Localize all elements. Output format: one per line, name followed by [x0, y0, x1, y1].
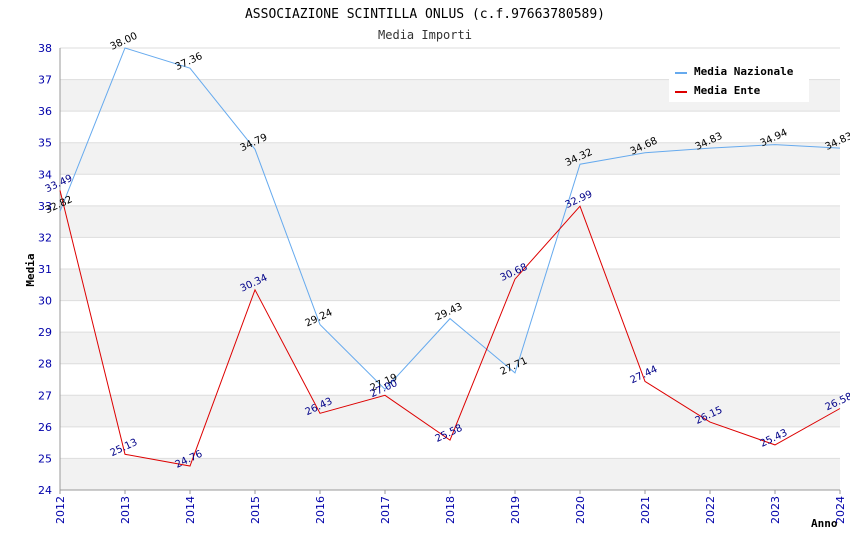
- grid-band: [60, 237, 840, 269]
- y-tick-label: 31: [38, 263, 52, 276]
- grid-bands: [60, 48, 840, 490]
- x-tick-label: 2018: [444, 496, 457, 524]
- y-tick-label: 25: [38, 452, 52, 465]
- x-tick-label: 2012: [54, 496, 67, 524]
- y-tick-label: 35: [38, 137, 52, 150]
- grid-lines: [60, 47, 840, 491]
- x-tick-label: 2013: [119, 496, 132, 524]
- legend-box: [669, 60, 809, 102]
- y-tick-label: 34: [38, 168, 52, 181]
- y-tick-labels: 24 25 26 27 28 29 30 31 32 33 34 35 36 37 38: [38, 42, 52, 497]
- x-tick-label: 2020: [574, 496, 587, 524]
- y-tick-label: 37: [38, 74, 52, 87]
- legend: Media Nazionale Media Ente: [669, 60, 809, 102]
- grid-band: [60, 300, 840, 333]
- legend-label-nazionale: Media Nazionale: [694, 65, 794, 78]
- x-tick-label: 2022: [704, 496, 717, 524]
- y-axis-label: Media: [24, 253, 37, 286]
- legend-label-ente: Media Ente: [694, 84, 761, 97]
- grid-band: [60, 205, 840, 238]
- grid-band: [60, 332, 840, 364]
- x-tick-label: 2023: [769, 496, 782, 524]
- y-tick-label: 36: [38, 105, 52, 118]
- chart-title: ASSOCIAZIONE SCINTILLA ONLUS (c.f.976637…: [245, 7, 605, 22]
- y-tick-label: 26: [38, 421, 52, 434]
- x-tick-label: 2016: [314, 496, 327, 524]
- x-tick-label: 2014: [184, 496, 197, 524]
- x-axis-label: Anno: [811, 517, 838, 530]
- grid-band: [60, 426, 840, 459]
- series-lines: [59, 47, 841, 467]
- grid-band: [60, 458, 840, 490]
- y-tick-label: 32: [38, 231, 52, 244]
- x-tick-label: 2017: [379, 496, 392, 524]
- series-line-1: [59, 190, 841, 467]
- y-tick-label: 24: [38, 484, 52, 497]
- y-tick-label: 27: [38, 389, 52, 402]
- y-tick-label: 38: [38, 42, 52, 55]
- y-tick-label: 29: [38, 326, 52, 339]
- grid-band: [60, 269, 840, 301]
- x-tick-label: 2024: [834, 496, 847, 524]
- grid-band: [60, 395, 840, 427]
- y-tick-label: 33: [38, 200, 52, 213]
- grid-band: [60, 174, 840, 206]
- y-tick-label: 30: [38, 295, 52, 308]
- grid-band: [60, 363, 840, 396]
- x-tick-label: 2015: [249, 496, 262, 524]
- y-tick-label: 28: [38, 358, 52, 371]
- series-line-0: [59, 47, 841, 391]
- chart-subtitle: Media Importi: [378, 28, 472, 42]
- x-tick-label: 2019: [509, 496, 522, 524]
- grid-band: [60, 111, 840, 143]
- x-tick-labels: 2012 2013 2014 2015 2016 2017 2018 2019 2020 2021…: [54, 490, 847, 524]
- x-tick-label: 2021: [639, 496, 652, 524]
